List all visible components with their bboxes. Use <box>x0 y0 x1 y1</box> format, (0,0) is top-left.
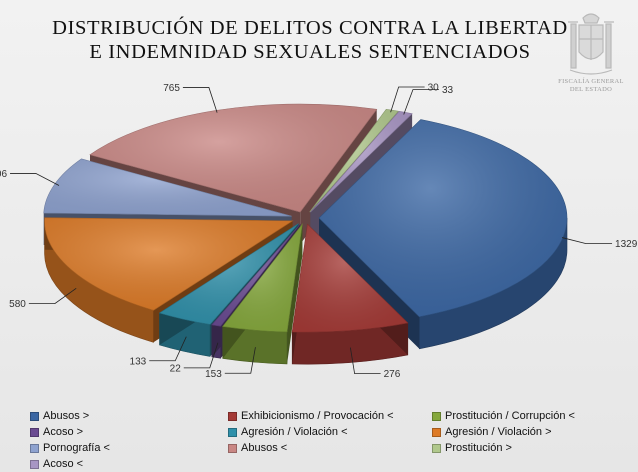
logo-org-text: FISCALÍA GENERAL DEL ESTADO <box>548 78 634 94</box>
pie-slice-8 <box>309 109 399 213</box>
legend-label-9: Acoso < <box>43 458 84 470</box>
leader-line-6 <box>10 173 60 186</box>
pie-slice-0 <box>318 119 568 318</box>
legend-swatch-3 <box>30 427 39 437</box>
legend-label-8: Prostitución > <box>445 442 512 454</box>
legend-swatch-2 <box>432 411 441 421</box>
data-label-9: 33 <box>442 85 454 96</box>
logo-org-line-1: FISCALÍA GENERAL <box>558 78 624 85</box>
data-label-3: 22 <box>170 363 182 374</box>
logo: FISCALÍA GENERAL DEL ESTADO <box>548 8 634 108</box>
chart-title-line-1: DISTRIBUCIÓN DE DELITOS CONTRA LA LIBERT… <box>52 17 568 39</box>
legend-label-0: Abusos > <box>43 410 90 422</box>
data-label-6: 306 <box>0 169 7 180</box>
data-label-4: 133 <box>130 356 147 367</box>
leader-line-1 <box>349 347 381 375</box>
data-label-1: 276 <box>384 369 401 380</box>
data-label-5: 580 <box>9 299 26 310</box>
pie-slice-5 <box>44 217 294 311</box>
pie-slice-3 <box>211 223 301 327</box>
legend-item-7: Abusos < <box>228 440 287 456</box>
legend-swatch-1 <box>228 411 237 421</box>
legend-label-3: Acoso > <box>43 426 84 438</box>
legend-swatch-5 <box>432 427 441 437</box>
legend-swatch-4 <box>228 427 237 437</box>
legend-label-7: Abusos < <box>241 442 288 454</box>
logo-org-line-2: DEL ESTADO <box>569 86 613 93</box>
legend-item-8: Prostitución > <box>432 440 512 456</box>
legend-item-0: Abusos > <box>30 408 89 424</box>
data-label-0: 1329 <box>615 239 638 250</box>
data-label-7: 765 <box>163 83 180 94</box>
legend-label-6: Pornografía < <box>43 442 110 454</box>
pie-slice-1 <box>291 223 409 333</box>
legend-label-1: Exhibicionismo / Provocación < <box>241 410 394 422</box>
leader-line-0 <box>561 237 613 245</box>
pie-slice-6 <box>43 158 292 217</box>
leader-lines <box>10 86 613 375</box>
leader-line-5 <box>28 287 77 305</box>
legend-item-3: Acoso > <box>30 424 83 440</box>
pie-slice-7 <box>89 103 378 213</box>
data-label-8: 30 <box>428 83 440 94</box>
leader-line-7 <box>182 87 218 113</box>
pie-tops <box>43 103 568 333</box>
legend-label-5: Agresión / Violación > <box>445 426 552 438</box>
data-label-2: 153 <box>205 369 222 380</box>
pie-slice-2 <box>222 223 303 333</box>
chart-title-line-2: E INDEMNIDAD SEXUALES SENTENCIADOS <box>89 41 531 63</box>
legend-item-1: Exhibicionismo / Provocación < <box>228 408 394 424</box>
legend-item-9: Acoso < <box>30 456 83 472</box>
leader-line-4 <box>149 336 187 362</box>
legend-item-2: Prostitución / Corrupción < <box>432 408 575 424</box>
legend-swatch-8 <box>432 443 441 453</box>
legend-swatch-6 <box>30 443 39 453</box>
legend-swatch-7 <box>228 443 237 453</box>
leader-line-3 <box>183 342 219 369</box>
legend-item-6: Pornografía < <box>30 440 110 456</box>
leader-line-2 <box>224 347 256 374</box>
legend-swatch-0 <box>30 411 39 421</box>
legend-item-4: Agresión / Violación < <box>228 424 348 440</box>
chart-title: DISTRIBUCIÓN DE DELITOS CONTRA LA LIBERT… <box>40 16 580 64</box>
legend-swatch-9 <box>30 459 39 469</box>
leader-line-8 <box>390 86 425 113</box>
pie-slice-4 <box>158 223 299 325</box>
coat-of-arms-icon <box>568 13 614 75</box>
pie-slice-9 <box>310 110 413 213</box>
legend-label-4: Agresión / Violación < <box>241 426 348 438</box>
legend-label-2: Prostitución / Corrupción < <box>445 410 575 422</box>
leader-line-9 <box>403 89 439 115</box>
legend-item-5: Agresión / Violación > <box>432 424 552 440</box>
